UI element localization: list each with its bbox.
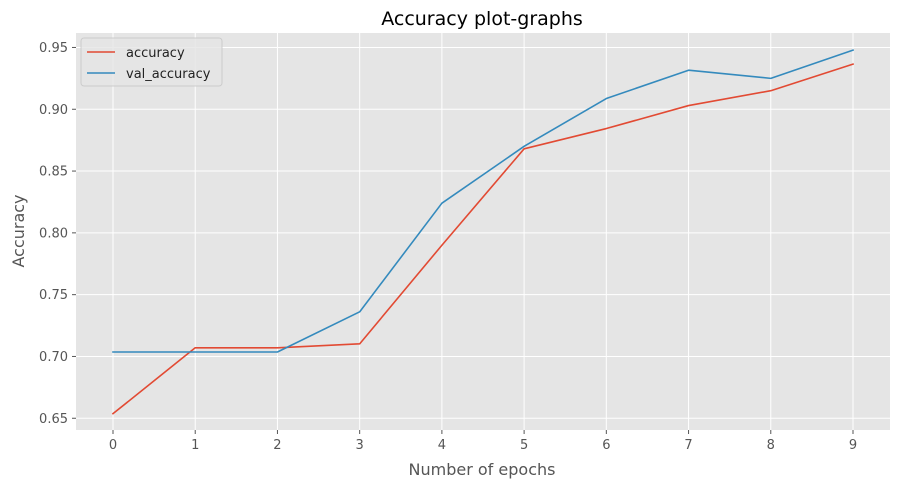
x-tick-label: 7: [684, 438, 692, 453]
y-axis-label: Accuracy: [9, 194, 28, 267]
legend: accuracy val_accuracy: [80, 37, 223, 87]
y-tick-label: 0.90: [39, 103, 68, 118]
x-tick-label: 4: [438, 438, 446, 453]
x-tick-label: 5: [520, 438, 528, 453]
series-line-accuracy: [111, 63, 855, 415]
legend-label-val-accuracy: val_accuracy: [126, 67, 211, 82]
legend-label-accuracy: accuracy: [126, 46, 185, 61]
y-tick-label: 0.95: [39, 41, 68, 56]
y-axis-ticks: 0.65 0.70 0.75 0.80 0.85 0.90 0.95: [39, 41, 76, 427]
y-tick-label: 0.80: [39, 226, 68, 241]
series-layer: [111, 49, 855, 415]
y-tick-label: 0.85: [39, 165, 68, 180]
y-tick-label: 0.65: [39, 412, 68, 427]
y-tick-label: 0.70: [39, 350, 68, 365]
series-line-val-accuracy: [112, 49, 855, 353]
x-tick-label: 1: [191, 438, 199, 453]
x-tick-label: 6: [602, 438, 610, 453]
x-tick-label: 0: [109, 438, 117, 453]
legend-box: [80, 37, 223, 87]
x-axis-ticks: 0 1 2 3 4 5 6 7 8 9: [109, 430, 857, 453]
x-tick-label: 2: [273, 438, 281, 453]
x-tick-label: 8: [767, 438, 775, 453]
chart-title: Accuracy plot-graphs: [381, 8, 583, 30]
x-tick-label: 3: [356, 438, 364, 453]
y-tick-label: 0.75: [39, 288, 68, 303]
plot-area: [76, 33, 890, 430]
x-axis-label: Number of epochs: [409, 460, 556, 479]
y-gridlines: [76, 46, 890, 419]
x-tick-label: 9: [849, 438, 857, 453]
